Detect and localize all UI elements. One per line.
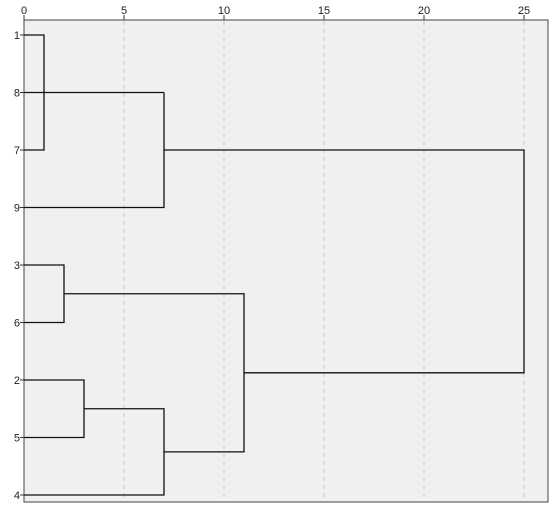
leaf-label: 4: [14, 490, 20, 502]
leaf-label: 1: [14, 30, 20, 42]
leaf-label: 3: [14, 260, 20, 272]
leaf-label: 6: [14, 318, 20, 330]
leaf-label: 2: [14, 375, 20, 387]
leaf-labels: 1 8 7 9 3 6 2 5 4: [14, 30, 24, 502]
leaf-label: 5: [14, 433, 20, 445]
x-tick-label: 15: [318, 5, 330, 17]
plot-area: [23, 19, 549, 503]
leaf-label: 7: [14, 145, 20, 157]
dendrogram-links: [24, 34, 525, 496]
merge-link: [164, 149, 525, 374]
x-tick-label: 0: [21, 5, 27, 17]
merge-link: [24, 92, 165, 209]
leaf-label: 9: [14, 203, 20, 215]
x-tick-label: 10: [218, 5, 230, 17]
x-tick-label: 25: [518, 5, 530, 17]
x-axis: 0 5 10 15 20 25: [21, 5, 530, 20]
x-tick-label: 5: [121, 5, 127, 17]
x-tick-label: 20: [418, 5, 430, 17]
leaf-label: 8: [14, 88, 20, 100]
